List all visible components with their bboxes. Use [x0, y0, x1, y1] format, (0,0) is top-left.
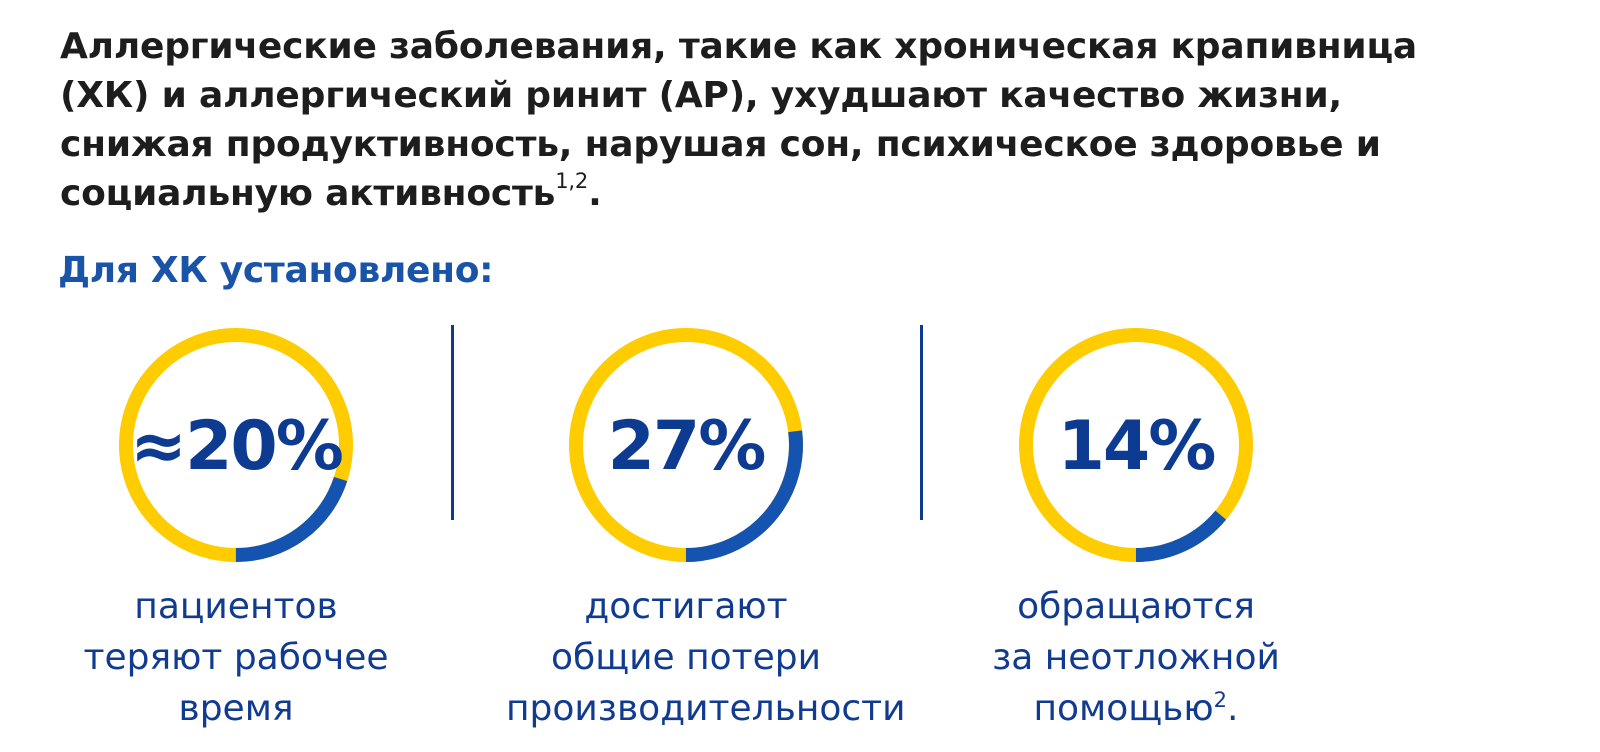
intro-footnote-refs: 1,2 — [555, 169, 589, 193]
section-subheading: Для ХК установлено: — [58, 250, 494, 291]
caption-line: теряют рабочее — [83, 637, 389, 678]
column-divider — [451, 325, 454, 520]
caption-line: время — [178, 688, 294, 729]
stat-caption: достигают общие потери производительност… — [506, 581, 906, 734]
donut-segment — [119, 328, 353, 562]
stat-caption: обращаются за неотложной помощью2. — [956, 581, 1316, 734]
caption-line: за неотложной — [992, 637, 1280, 678]
caption-period: . — [1227, 688, 1239, 729]
stat-value: 27% — [608, 407, 765, 486]
donut-ring-work-time: ≈20% — [119, 328, 353, 562]
caption-line: общие потери — [550, 637, 822, 678]
stat-block-work-time: ≈20% пациентов теряют рабочее время — [56, 325, 416, 734]
caption-footnote-ref: 2 — [1213, 688, 1228, 712]
stat-value: ≈20% — [130, 407, 342, 486]
intro-text: Аллергические заболевания, такие как хро… — [60, 26, 1418, 214]
intro-paragraph: Аллергические заболевания, такие как хро… — [60, 22, 1480, 218]
column-divider — [920, 325, 923, 520]
intro-period: . — [588, 173, 602, 214]
stat-block-emergency-care: 14% обращаются за неотложной помощью2. — [956, 325, 1316, 734]
caption-line: производительности — [506, 688, 906, 729]
stat-value: 14% — [1058, 407, 1215, 486]
caption-line: помощью — [1033, 688, 1214, 729]
caption-line: обращаются — [1017, 586, 1255, 627]
donut-ring-productivity: 27% — [569, 328, 803, 562]
stat-block-productivity: 27% достигают общие потери производитель… — [506, 325, 906, 734]
caption-line: пациентов — [134, 586, 338, 627]
caption-line: достигают — [584, 586, 788, 627]
donut-segment — [569, 328, 803, 562]
donut-ring-emergency-care: 14% — [1019, 328, 1253, 562]
stat-caption: пациентов теряют рабочее время — [56, 581, 416, 734]
